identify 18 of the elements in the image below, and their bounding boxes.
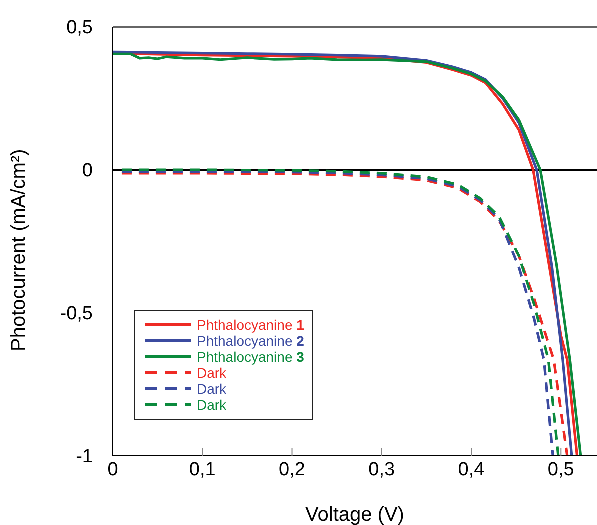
x-tick-label: 0,4 xyxy=(458,459,486,480)
y-tick-label: 0,5 xyxy=(66,18,93,39)
legend-label: Phthalocyanine 2 xyxy=(197,333,304,349)
x-tick-label: 0,5 xyxy=(548,459,574,480)
x-tick-label: 0,1 xyxy=(189,459,216,480)
x-tick-label: 0 xyxy=(108,459,118,480)
legend-label: Dark xyxy=(197,397,227,413)
y-tick-label: -1 xyxy=(76,446,93,468)
y-axis-title: Photocurrent (mA/cm²) xyxy=(8,149,30,352)
legend-label: Phthalocyanine 1 xyxy=(197,317,304,333)
legend-label: Phthalocyanine 3 xyxy=(197,349,304,365)
y-tick-label: -0,5 xyxy=(60,304,93,325)
legend-label: Dark xyxy=(197,365,227,381)
legend-label: Dark xyxy=(197,381,227,397)
x-tick-label: 0,3 xyxy=(368,459,396,480)
y-tick-label: 0 xyxy=(82,160,93,182)
x-axis-title: Voltage (V) xyxy=(306,504,404,525)
x-tick-label: 0,2 xyxy=(279,459,306,480)
